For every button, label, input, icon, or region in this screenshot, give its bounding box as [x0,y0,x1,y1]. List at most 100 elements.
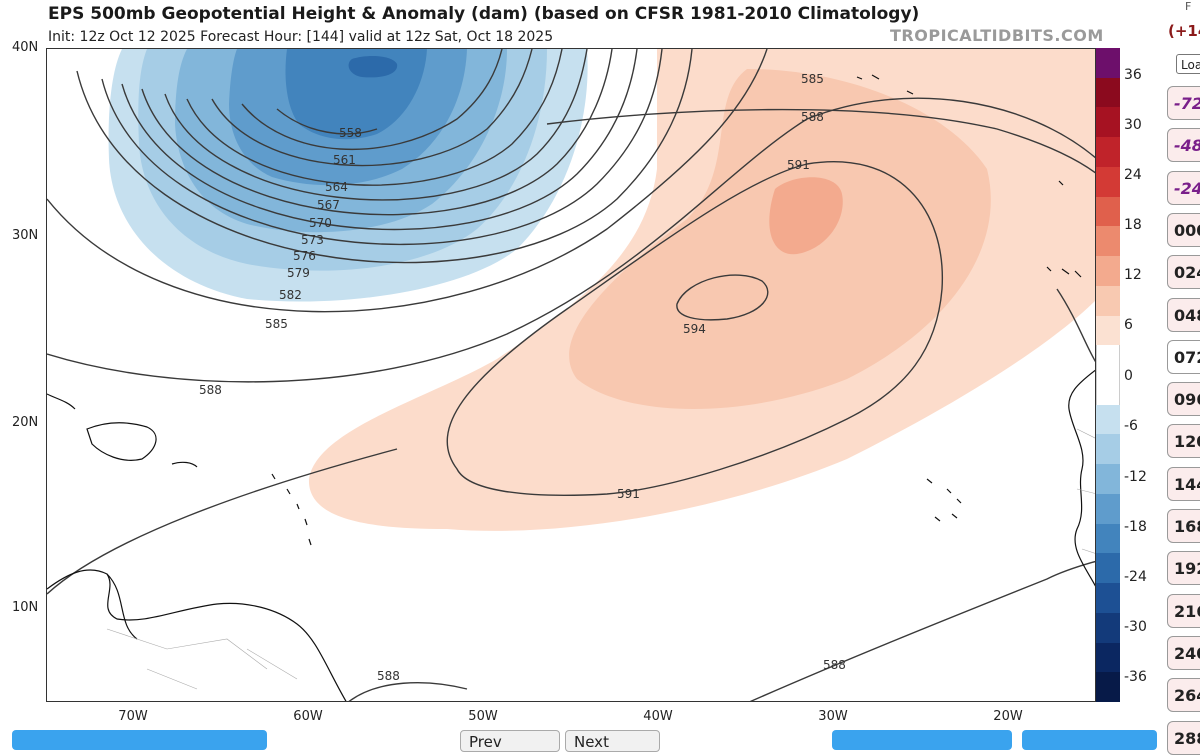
colorbar-label: 24 [1124,167,1142,183]
coastline-africa [1068,369,1095,587]
lat-label: 40N [12,40,39,55]
lat-label: 20N [12,415,39,430]
lon-label: 70W [118,709,148,724]
contour-label: 591 [617,487,640,501]
forecast-hour-button-240[interactable]: 240 [1167,635,1200,670]
colorbar-label: 36 [1124,67,1142,83]
contour-label: 564 [325,180,348,194]
contour-label: 573 [301,233,324,247]
colorbar-segment [1096,553,1120,584]
forecast-hour-button-minus-24[interactable]: -24 [1167,170,1200,205]
colorbar-label: -12 [1124,469,1147,485]
colorbar-label: -6 [1124,418,1138,434]
coastline-venezuela [106,573,138,640]
colorbar-label: 18 [1124,217,1142,233]
colorbar-segment [1096,404,1120,435]
forecast-hour-button-048[interactable]: 048 [1167,297,1200,332]
colorbar-segment [1096,107,1120,138]
coastline-south-america [47,569,347,701]
contour-label: 561 [333,153,356,167]
contour-label: 585 [801,72,824,86]
contour-label: 585 [265,317,288,331]
load-button[interactable]: Loa [1176,54,1200,74]
colorbar-segment [1096,196,1120,227]
lat-label: 30N [12,228,39,243]
contour-label: 570 [309,216,332,230]
forecast-hour-button-120[interactable]: 120 [1167,424,1200,459]
contour-label: 591 [787,158,810,172]
contour-label: 579 [287,266,310,280]
colorbar-segment [1096,285,1120,317]
contour-label: 576 [293,249,316,263]
borders-africa [1076,428,1095,554]
forecast-hour-button-288[interactable]: 288 [1167,720,1200,755]
colorbar-label: -36 [1124,669,1147,685]
contour-594 [676,274,769,321]
contour-label: 558 [339,126,362,140]
forecast-hour-button-000[interactable]: 000 [1167,212,1200,247]
watermark: TROPICALTIDBITS.COM [890,26,1104,45]
colorbar-segment [1096,523,1120,554]
colorbar-label: 0 [1124,368,1133,384]
forecast-hour-button-minus-72[interactable]: -72 [1167,86,1200,120]
toolbar-button-left[interactable] [12,730,267,750]
negative-anomaly-36 [348,56,398,78]
contour-label: 588 [199,383,222,397]
map-panel: 558 561 564 567 570 573 576 579 582 585 … [46,48,1096,702]
lead-time-label: (+14 [1168,22,1200,40]
colorbar-segment [1096,672,1120,703]
next-button[interactable]: Next [565,730,660,752]
colorbar-segment [1096,315,1120,346]
forecast-hour-button-168[interactable]: 168 [1167,509,1200,543]
forecast-hour-button-minus-48[interactable]: -48 [1167,128,1200,163]
coastline-cuba [47,393,76,410]
coastline-hispaniola [86,422,157,461]
forecast-hour-button-144[interactable]: 144 [1167,466,1200,501]
contour-label: 594 [683,322,706,336]
colorbar-segment [1096,434,1120,465]
coastline-lesser-antilles [271,473,312,546]
forecast-hour-button-096[interactable]: 096 [1167,382,1200,417]
contour-label: 567 [317,198,340,212]
colorbar-label: -24 [1124,569,1147,585]
coastline-cape-verde [926,478,962,522]
lon-label: 20W [993,709,1023,724]
colorbar-segment [1096,583,1120,614]
colorbar-segment [1096,345,1120,376]
colorbar-segment [1096,493,1120,525]
colorbar-segment [1096,226,1120,257]
contour-label: 588 [823,658,846,672]
colorbar-segment [1096,464,1120,495]
forecast-hour-button-264[interactable]: 264 [1167,678,1200,713]
lon-label: 40W [643,709,673,724]
colorbar-segment [1096,612,1120,644]
colorbar-segment [1096,256,1120,287]
colorbar-segment [1096,137,1120,168]
lon-label: 30W [818,709,848,724]
borders-south-america [106,628,298,690]
forecast-hour-button-192[interactable]: 192 [1167,551,1200,586]
toolbar-button-far-right[interactable] [1022,730,1157,750]
colorbar-segment [1096,375,1120,406]
map-canvas: 558 561 564 567 570 573 576 579 582 585 … [47,49,1095,701]
coastline-madeira [1058,180,1064,186]
chart-subtitle: Init: 12z Oct 12 2025 Forecast Hour: [14… [48,29,554,45]
forecast-hour-button-024[interactable]: 024 [1167,255,1200,290]
colorbar-label: -18 [1124,519,1147,535]
colorbar-segment [1096,166,1120,198]
colorbar-label: 30 [1124,117,1142,133]
forecast-hour-button-216[interactable]: 216 [1167,593,1200,628]
forecast-hour-button-072[interactable]: 072 [1167,339,1200,374]
colorbar-segment [1096,77,1120,108]
chart-title: EPS 500mb Geopotential Height & Anomaly … [48,4,920,24]
contour-label: 588 [377,669,400,683]
sidebar-header: F [1185,0,1192,13]
coastline-azores [856,74,914,95]
prev-button[interactable]: Prev [460,730,560,752]
contour-label: 582 [279,288,302,302]
toolbar-button-right[interactable] [832,730,1012,750]
colorbar-label: 12 [1124,267,1142,283]
colorbar-segment [1096,48,1120,79]
coastline-canary [1046,266,1082,278]
contour-558 [276,108,378,135]
